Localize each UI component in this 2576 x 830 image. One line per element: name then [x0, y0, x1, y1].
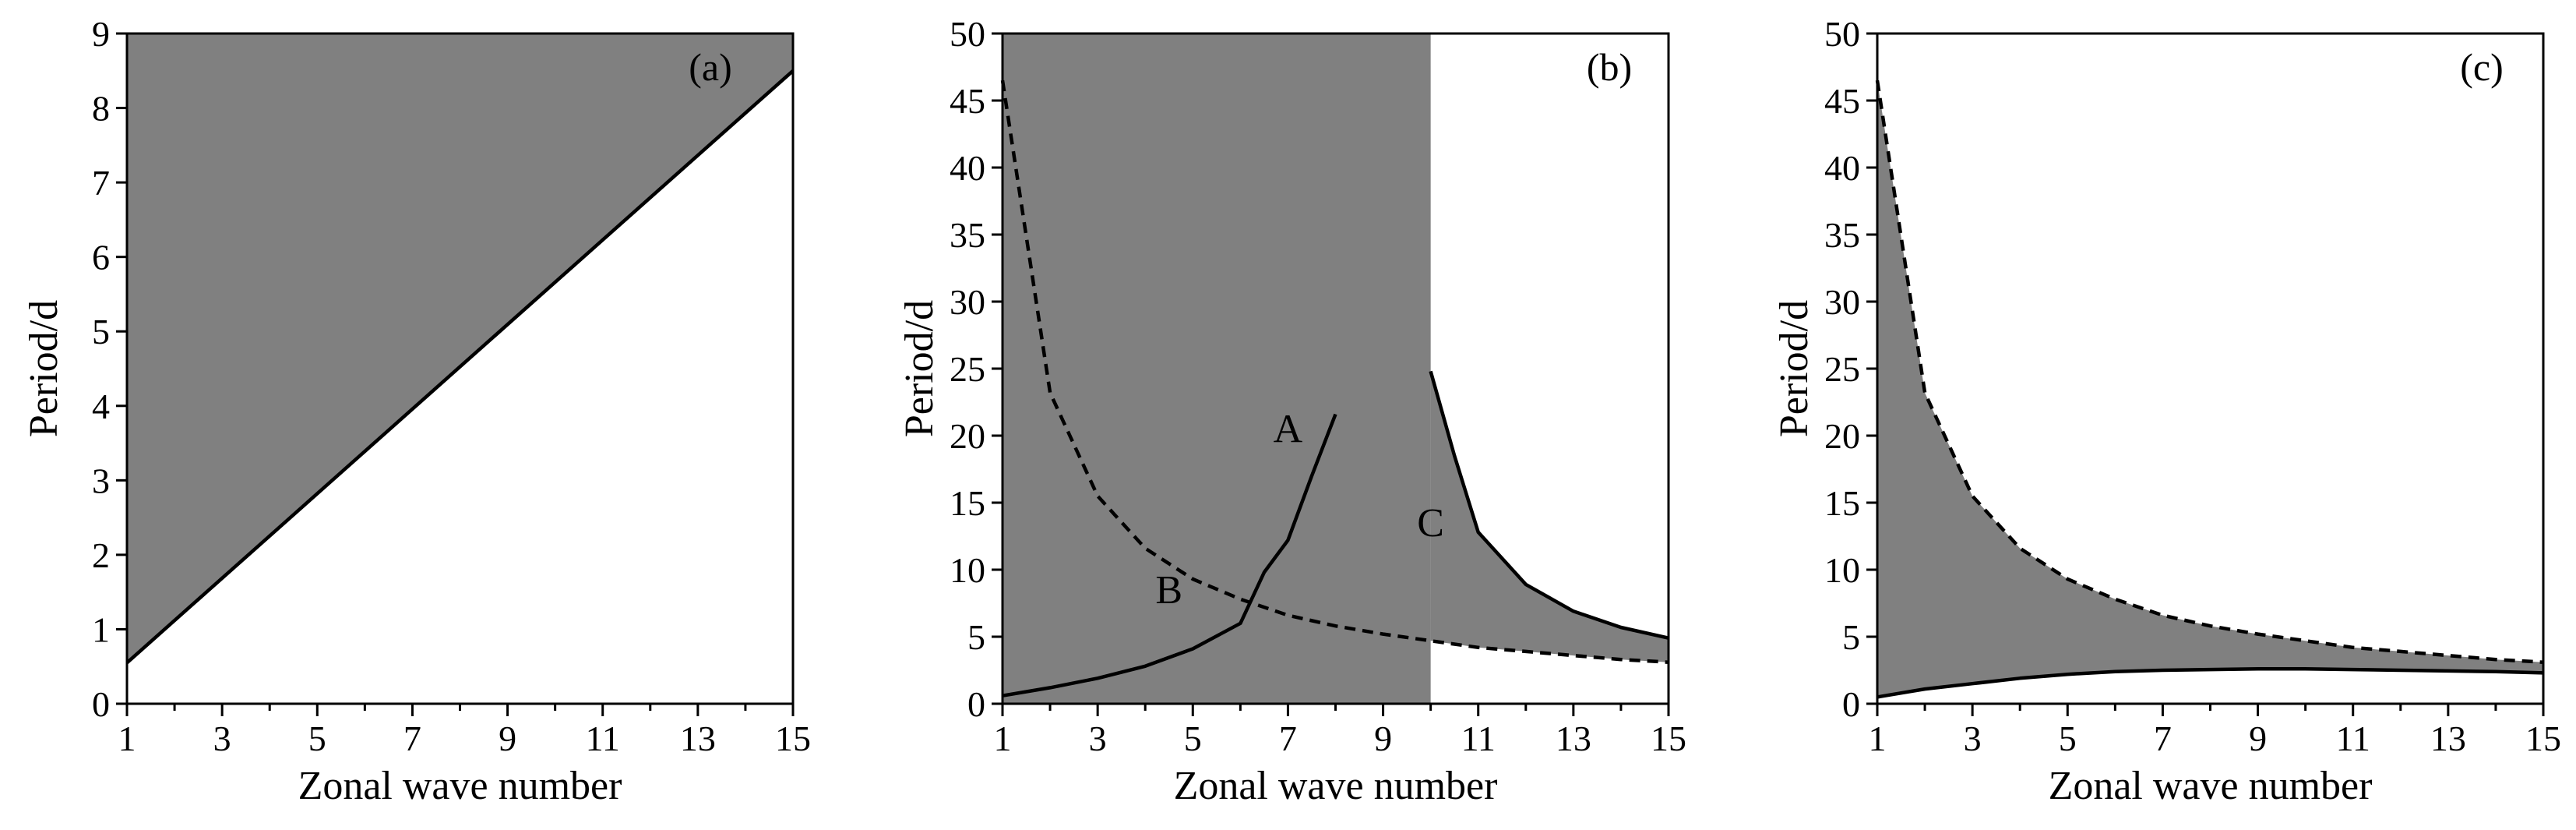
y-tick-label: 3 [92, 461, 110, 500]
y-tick-label: 35 [1824, 215, 1860, 255]
y-tick-label: 1 [92, 609, 110, 649]
x-tick-label: 9 [499, 719, 516, 758]
x-tick-label: 1 [1869, 719, 1887, 758]
dashed-curve-0 [1000, 79, 1669, 664]
x-tick-label: 9 [1374, 719, 1392, 758]
x-tick-label: 5 [308, 719, 326, 758]
y-tick-label: 15 [1824, 483, 1860, 523]
panel-tag: (c) [2460, 45, 2504, 89]
y-tick-label: 15 [950, 483, 985, 523]
y-tick-label: 7 [92, 163, 110, 203]
x-tick-label: 15 [1651, 719, 1686, 758]
panel-tag: (a) [689, 45, 732, 89]
x-tick-label: 13 [2430, 719, 2466, 758]
x-tick-label: 5 [1184, 719, 1202, 758]
x-axis-label: Zonal wave number [2049, 764, 2373, 808]
shaded-region-right [1430, 34, 1669, 662]
x-tick-label: 15 [775, 719, 811, 758]
y-tick-label: 5 [967, 617, 985, 657]
x-tick-label: 13 [680, 719, 716, 758]
region-label-b: B [1155, 568, 1182, 613]
y-tick-label: 25 [1824, 349, 1860, 389]
y-tick-label: 50 [1824, 14, 1860, 54]
y-tick-label: 4 [92, 387, 110, 426]
y-tick-label: 45 [1824, 81, 1860, 121]
y-tick-label: 50 [950, 14, 985, 54]
y-tick-label: 0 [967, 684, 985, 724]
y-tick-label: 20 [1824, 416, 1860, 456]
x-tick-label: 11 [1461, 719, 1496, 758]
solid-curve-2 [1429, 370, 1669, 640]
y-tick-label: 8 [92, 89, 110, 129]
x-tick-label: 1 [994, 719, 1012, 758]
solid-curve-1 [1002, 413, 1337, 698]
region-label-a: A [1274, 408, 1303, 452]
x-tick-label: 11 [2336, 719, 2370, 758]
x-tick-label: 9 [2249, 719, 2267, 758]
y-tick-label: 25 [950, 349, 985, 389]
shaded-region [1877, 80, 2543, 698]
x-tick-label: 7 [403, 719, 421, 758]
y-axis-label: Period/d [1772, 300, 1817, 437]
x-tick-label: 3 [1089, 719, 1107, 758]
x-tick-label: 3 [1964, 719, 1982, 758]
y-tick-label: 20 [950, 416, 985, 456]
shaded-region-left [1003, 34, 1431, 704]
solid-curve-0 [125, 69, 795, 665]
y-tick-label: 45 [950, 81, 985, 121]
y-tick-label: 30 [1824, 282, 1860, 322]
panel-tag: (b) [1587, 45, 1632, 89]
y-tick-label: 10 [950, 550, 985, 590]
x-tick-label: 3 [213, 719, 231, 758]
x-tick-label: 11 [586, 719, 620, 758]
x-tick-label: 13 [1556, 719, 1591, 758]
y-tick-label: 9 [92, 14, 110, 54]
x-tick-label: 15 [2525, 719, 2561, 758]
y-tick-label: 6 [92, 238, 110, 277]
y-tick-label: 30 [950, 282, 985, 322]
y-axis-label: Period/d [897, 300, 942, 437]
y-tick-label: 10 [1824, 550, 1860, 590]
x-tick-label: 7 [2154, 719, 2172, 758]
x-axis-label: Zonal wave number [298, 764, 622, 808]
y-tick-label: 35 [950, 215, 985, 255]
y-tick-label: 5 [92, 312, 110, 351]
y-tick-label: 0 [1842, 684, 1860, 724]
y-tick-label: 5 [1842, 617, 1860, 657]
x-tick-label: 1 [118, 719, 136, 758]
x-axis-label: Zonal wave number [1174, 764, 1498, 808]
y-tick-label: 2 [92, 535, 110, 575]
x-tick-label: 5 [2059, 719, 2077, 758]
y-tick-label: 0 [92, 684, 110, 724]
dashed-curve-0 [1875, 79, 2544, 664]
y-tick-label: 40 [950, 148, 985, 188]
solid-curve-1 [1876, 667, 2544, 699]
x-tick-label: 7 [1279, 719, 1297, 758]
shaded-region [127, 34, 793, 663]
y-axis-label: Period/d [22, 300, 66, 437]
region-label-c: C [1417, 501, 1444, 546]
y-tick-label: 40 [1824, 148, 1860, 188]
